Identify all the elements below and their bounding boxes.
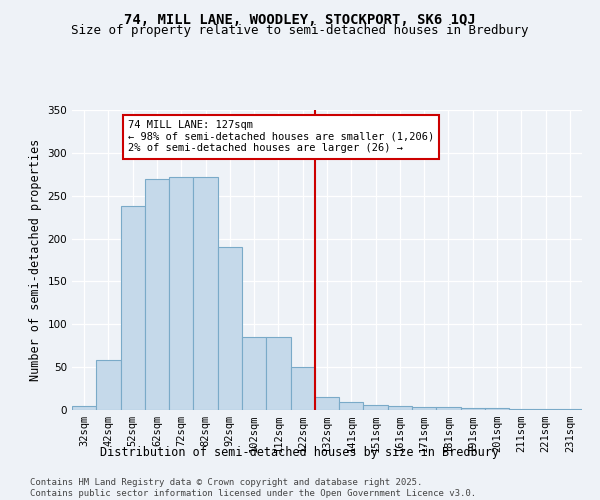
Bar	[388, 406, 412, 410]
Bar	[558, 409, 582, 410]
Bar	[96, 360, 121, 410]
Bar	[121, 206, 145, 410]
Bar	[436, 408, 461, 410]
Bar	[364, 405, 388, 410]
Bar	[533, 409, 558, 410]
Bar	[461, 408, 485, 410]
Bar	[290, 367, 315, 410]
Bar	[169, 177, 193, 410]
Bar	[412, 406, 436, 410]
Bar	[266, 337, 290, 410]
Bar	[193, 177, 218, 410]
Bar	[339, 402, 364, 410]
Text: Contains HM Land Registry data © Crown copyright and database right 2025.
Contai: Contains HM Land Registry data © Crown c…	[30, 478, 476, 498]
Bar	[242, 337, 266, 410]
Text: Distribution of semi-detached houses by size in Bredbury: Distribution of semi-detached houses by …	[101, 446, 499, 459]
Bar	[485, 408, 509, 410]
Bar	[315, 397, 339, 410]
Y-axis label: Number of semi-detached properties: Number of semi-detached properties	[29, 139, 42, 381]
Bar	[145, 178, 169, 410]
Text: 74 MILL LANE: 127sqm
← 98% of semi-detached houses are smaller (1,206)
2% of sem: 74 MILL LANE: 127sqm ← 98% of semi-detac…	[128, 120, 434, 154]
Text: 74, MILL LANE, WOODLEY, STOCKPORT, SK6 1QJ: 74, MILL LANE, WOODLEY, STOCKPORT, SK6 1…	[124, 12, 476, 26]
Text: Size of property relative to semi-detached houses in Bredbury: Size of property relative to semi-detach…	[71, 24, 529, 37]
Bar	[509, 409, 533, 410]
Bar	[72, 406, 96, 410]
Bar	[218, 247, 242, 410]
